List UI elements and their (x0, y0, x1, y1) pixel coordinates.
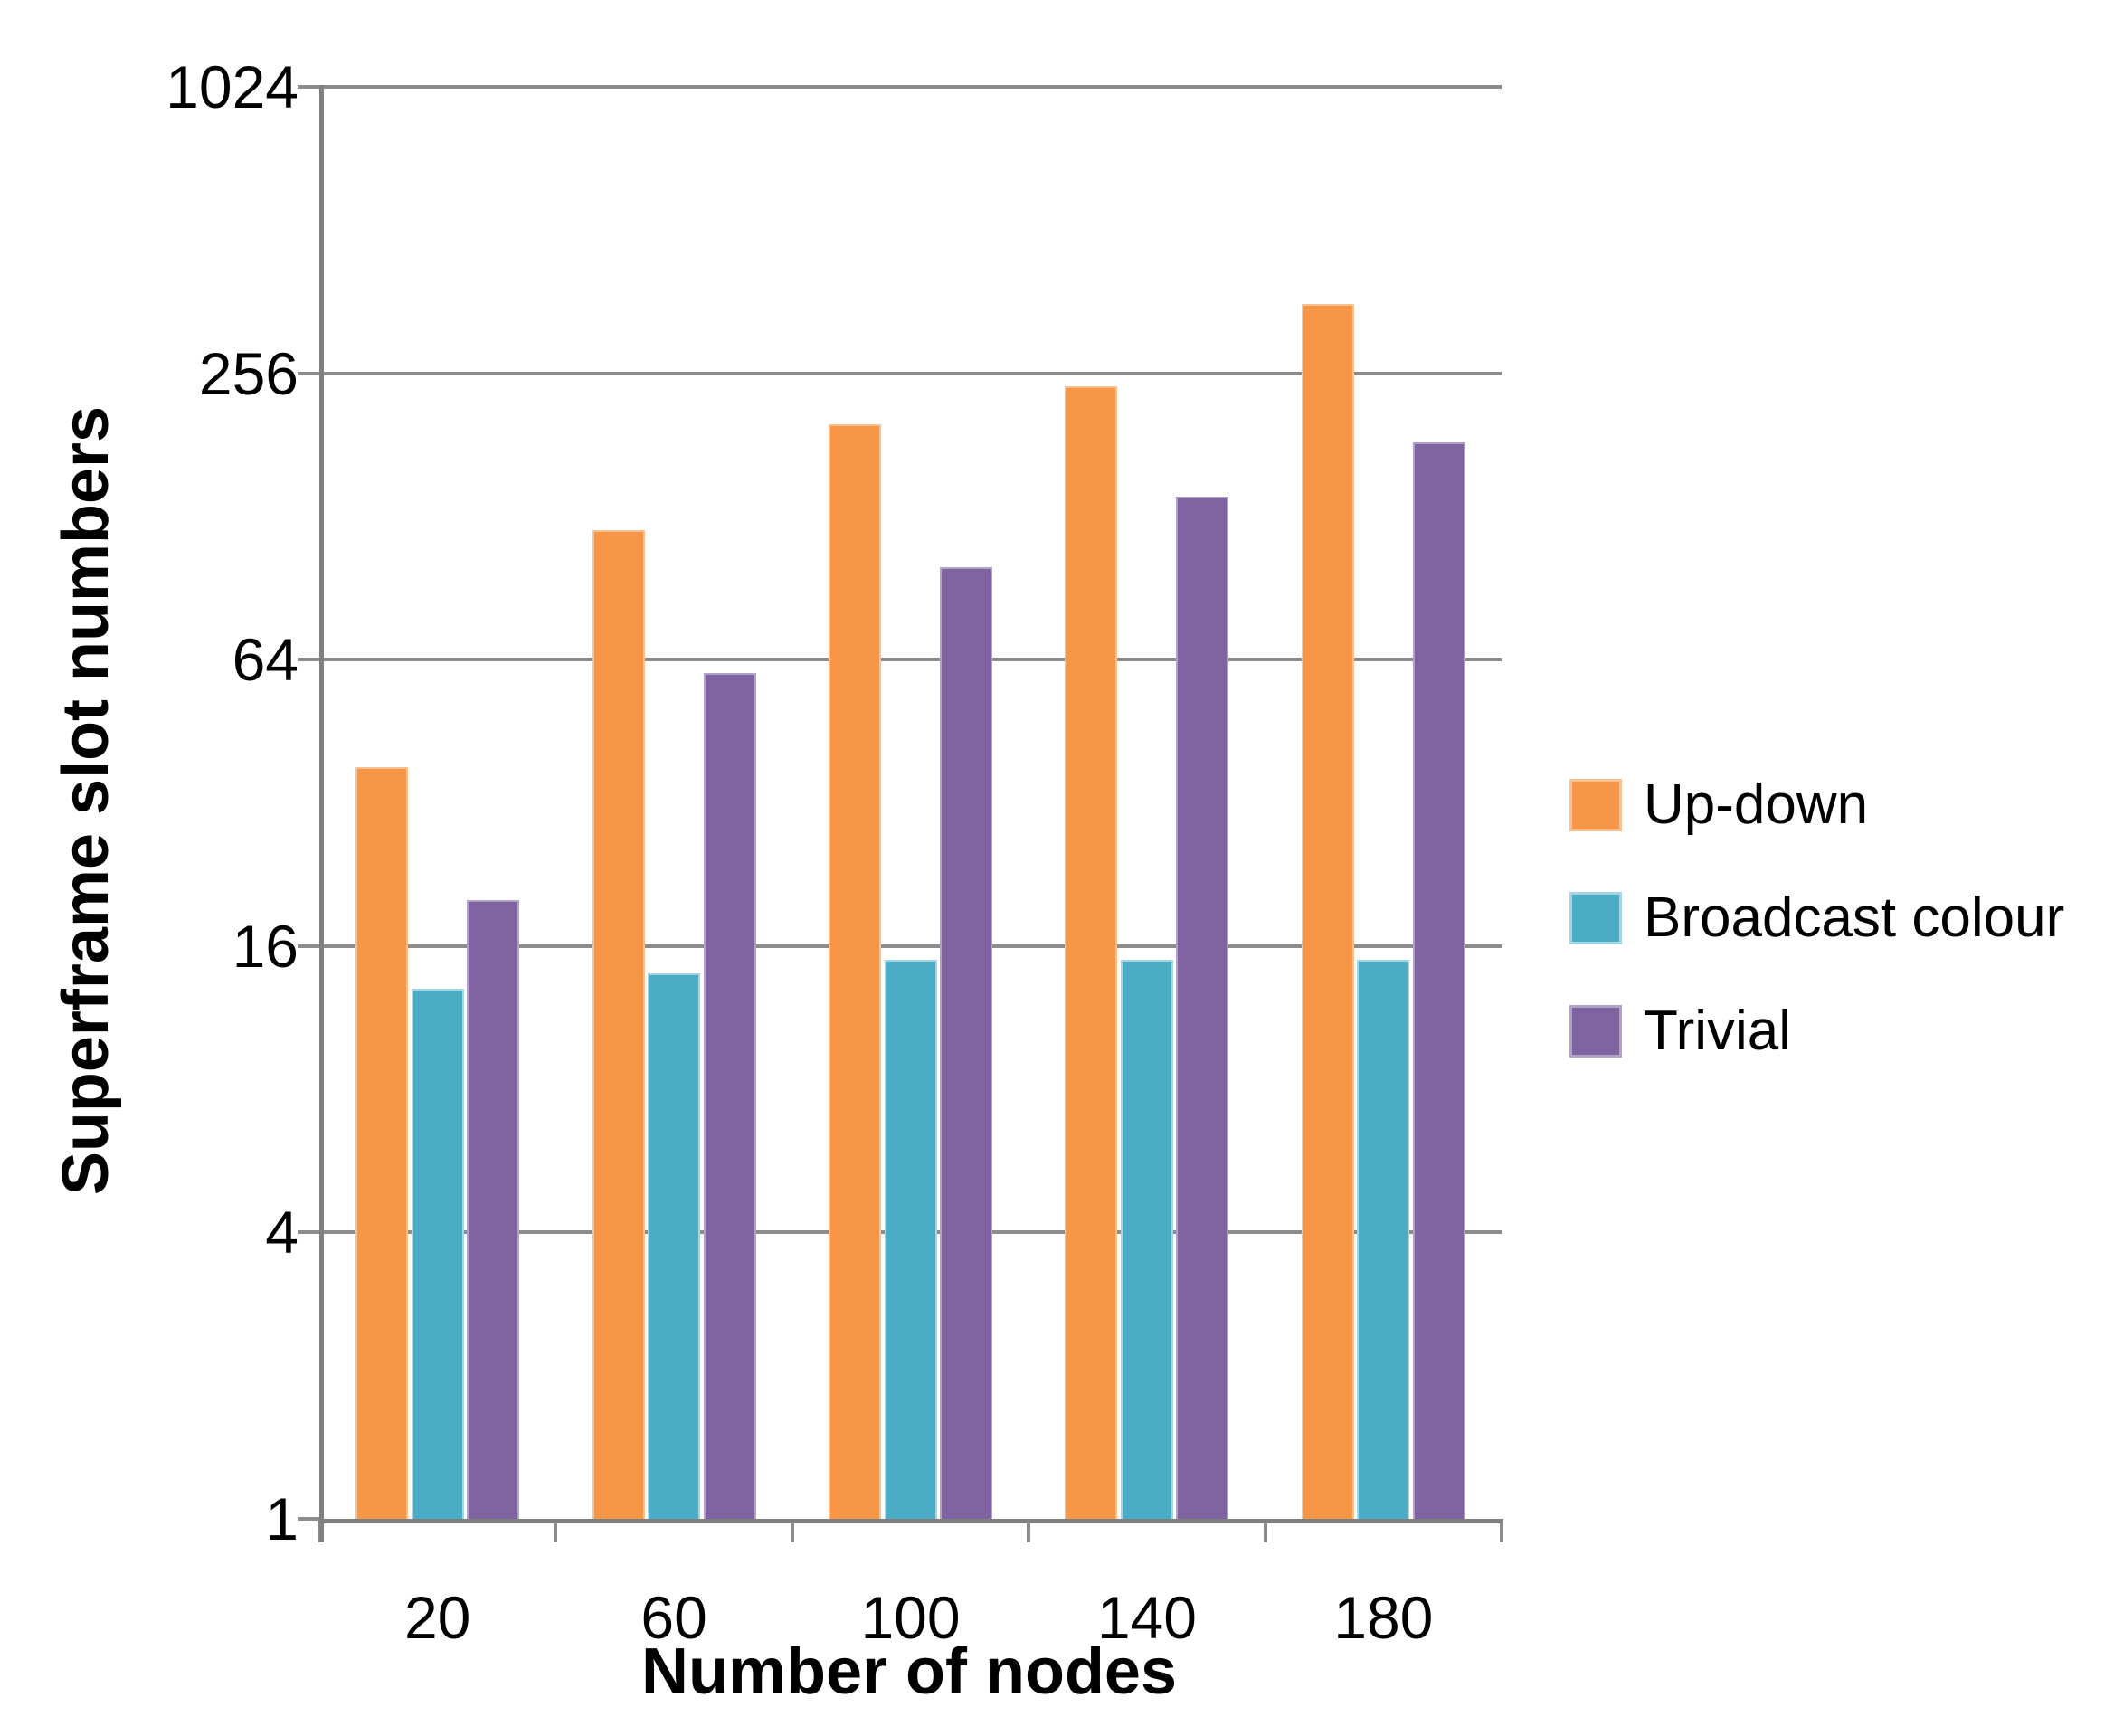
y-tick-4 (298, 1230, 319, 1235)
bar-broadcast-colour-180 (1357, 959, 1410, 1519)
x-axis-title: Number of nodes (640, 1636, 1178, 1708)
x-tick-label-140: 140 (1096, 1584, 1197, 1651)
y-tick-label-16: 16 (232, 912, 299, 980)
bar-up-down-180 (1301, 304, 1354, 1519)
y-tick-16 (298, 944, 319, 948)
y-tick-label-64: 64 (232, 626, 299, 694)
x-tick-4 (1263, 1519, 1267, 1542)
bar-up-down-100 (829, 423, 881, 1519)
legend-swatch-icon (1569, 892, 1622, 944)
bar-trivial-20 (467, 899, 520, 1519)
x-tick-2 (790, 1519, 794, 1542)
x-axis-line (318, 1519, 1502, 1523)
x-tick-3 (1027, 1519, 1031, 1542)
y-tick-label-4: 4 (265, 1199, 299, 1266)
bar-trivial-140 (1176, 496, 1229, 1519)
y-tick-label-1024: 1024 (166, 53, 299, 120)
bar-up-down-60 (592, 529, 645, 1519)
bar-trivial-180 (1412, 442, 1465, 1519)
y-tick-1 (298, 1517, 319, 1521)
legend-swatch-icon (1569, 1005, 1622, 1058)
x-tick-label-20: 20 (403, 1584, 471, 1651)
gridline-1024 (319, 85, 1502, 89)
legend-label: Trivial (1644, 1000, 1792, 1062)
bar-broadcast-colour-140 (1120, 959, 1173, 1519)
bar-up-down-20 (355, 767, 409, 1519)
x-tick-label-180: 180 (1333, 1584, 1434, 1651)
x-tick-1 (554, 1519, 558, 1542)
legend-item-up-down: Up-down (1569, 777, 2064, 833)
bar-trivial-60 (703, 672, 756, 1519)
y-tick-64 (298, 658, 319, 662)
bar-broadcast-colour-100 (884, 959, 937, 1519)
bar-trivial-100 (940, 567, 992, 1519)
bar-up-down-140 (1065, 386, 1118, 1519)
bar-broadcast-colour-60 (648, 973, 701, 1519)
y-axis-title: Superframe slot numbers (50, 405, 122, 1196)
bar-broadcast-colour-20 (411, 989, 464, 1519)
legend-label: Up-down (1644, 773, 1869, 836)
y-tick-256 (298, 371, 319, 375)
y-axis-line (319, 85, 324, 1542)
legend-swatch-icon (1569, 779, 1622, 831)
legend: Up-down Broadcast colour Trivial (1569, 777, 2064, 1116)
y-tick-label-256: 256 (198, 339, 299, 407)
y-tick-1024 (298, 85, 319, 89)
x-tick-label-60: 60 (640, 1584, 707, 1651)
gridline-256 (319, 371, 1502, 375)
y-tick-label-1: 1 (265, 1485, 299, 1552)
legend-label: Broadcast colour (1644, 887, 2065, 949)
legend-item-broadcast-colour: Broadcast colour (1569, 890, 2064, 946)
gridline-16 (319, 944, 1502, 948)
x-tick-5 (1500, 1519, 1503, 1542)
gridline-64 (319, 658, 1502, 662)
x-tick-label-100: 100 (860, 1584, 961, 1651)
legend-item-trivial: Trivial (1569, 1003, 2064, 1059)
